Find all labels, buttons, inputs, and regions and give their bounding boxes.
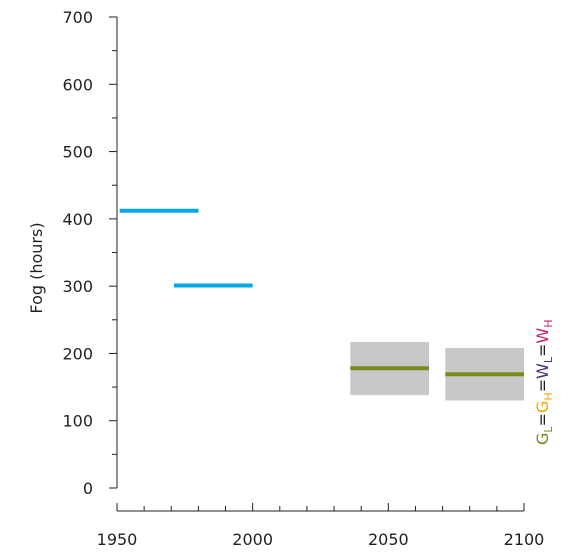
y-tick-label: 300	[62, 277, 93, 296]
y-tick-label: 700	[62, 8, 93, 27]
scenario-label-part: W	[533, 363, 552, 379]
scenario-label-part: =	[533, 413, 552, 426]
y-tick-label: 400	[62, 210, 93, 229]
scenario-label-part: G	[533, 401, 552, 413]
y-tick-label: 0	[83, 479, 93, 498]
tick-labels: 0 100 200 300 400 500 600 700 1950 2000 2050 2100	[62, 8, 544, 549]
y-tick-label: 100	[62, 412, 93, 431]
y-tick-label: 500	[62, 143, 93, 162]
scenario-label-part: W	[533, 328, 552, 344]
x-tick-label: 2100	[504, 530, 545, 549]
x-tick-label: 2050	[368, 530, 409, 549]
data-bars	[119, 208, 524, 377]
x-tick-label: 1950	[97, 530, 138, 549]
y-tick-label: 600	[62, 75, 93, 94]
scenario-label-part: G	[533, 433, 552, 445]
y-axis-title: Fog (hours)	[27, 222, 46, 313]
scenario-label-subscript: H	[542, 319, 555, 327]
axes	[109, 16, 525, 512]
scenario-label: GL​=GH​=WL​=WH​	[533, 319, 555, 445]
scenario-label-part: =	[533, 379, 552, 392]
scenario-label-part: =	[533, 344, 552, 357]
scenario-label-subscript: H	[542, 392, 555, 400]
projection-ranges	[350, 341, 524, 401]
scenario-label-subscript: L	[542, 356, 555, 363]
x-tick-label: 2000	[232, 530, 273, 549]
y-tick-label: 200	[62, 344, 93, 363]
scenario-label-subscript: L	[542, 426, 555, 433]
